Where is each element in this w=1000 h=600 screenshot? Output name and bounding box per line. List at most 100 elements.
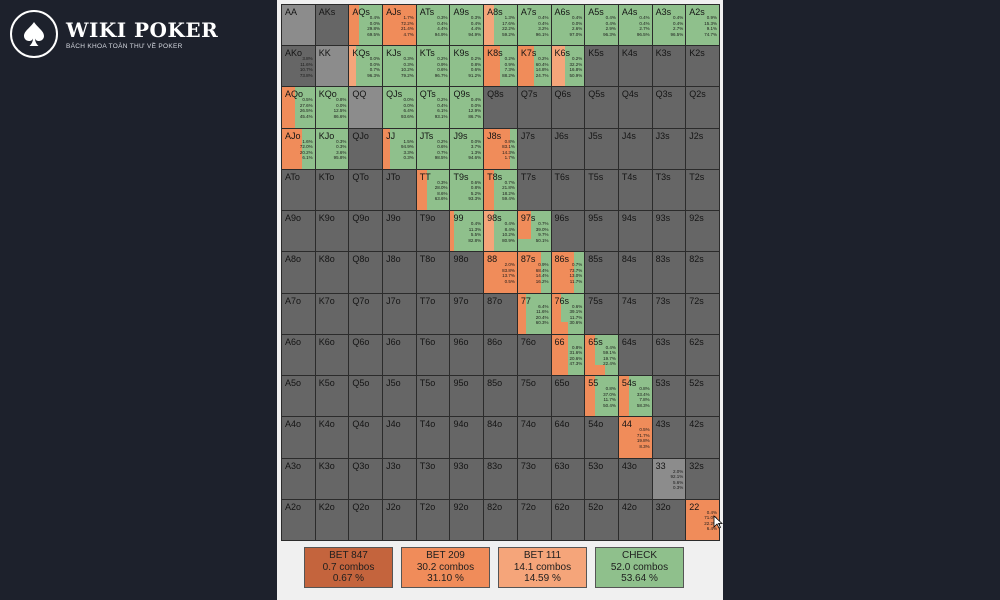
hand-cell-k7s[interactable]: K7s 0.2% 60.4% 14.8% 24.7% [517, 46, 551, 87]
hand-cell-65s[interactable]: 65s 0.4% 59.1% 19.7% 22.4% [585, 334, 618, 376]
hand-cell-94o[interactable]: 94o [450, 417, 484, 458]
hand-cell-76o[interactable]: 76o [517, 334, 551, 376]
hand-cell-k2o[interactable]: K2o [315, 499, 349, 540]
hand-cell-t7s[interactable]: T7s [517, 169, 551, 211]
hand-cell-a9o[interactable]: A9o [282, 211, 315, 252]
hand-cell-92s[interactable]: 92s [686, 211, 719, 252]
hand-cell-87o[interactable]: 87o [484, 293, 517, 334]
hand-cell-qts[interactable]: QTs 0.2% 0.4% 6.1% 93.1% [416, 87, 450, 128]
hand-cell-k4o[interactable]: K4o [315, 417, 349, 458]
hand-cell-52s[interactable]: 52s [686, 376, 719, 417]
hand-cell-aa[interactable]: AA [282, 5, 315, 46]
hand-cell-j8o[interactable]: J8o [383, 252, 416, 293]
hand-cell-54s[interactable]: 54s 0.8% 33.4% 7.8% 58.3% [618, 376, 652, 417]
hand-cell-ajo[interactable]: AJo 1.6% 72.0% 20.2% 6.1% [282, 128, 315, 169]
hand-cell-t4o[interactable]: T4o [416, 417, 450, 458]
hand-cell-ato[interactable]: ATo [282, 169, 315, 211]
hand-cell-43o[interactable]: 43o [618, 458, 652, 499]
hand-cell-q9o[interactable]: Q9o [349, 211, 383, 252]
hand-cell-t6s[interactable]: T6s [551, 169, 585, 211]
hand-cell-kk[interactable]: KK [315, 46, 349, 87]
hand-cell-a9s[interactable]: A9s 0.3% 0.4% 4.4% 94.9% [450, 5, 484, 46]
hand-cell-ajs[interactable]: AJs 1.7% 72.2% 21.4% 4.7% [383, 5, 416, 46]
hand-cell-a6o[interactable]: A6o [282, 334, 315, 376]
hand-cell-65o[interactable]: 65o [551, 376, 585, 417]
hand-cell-76s[interactable]: 76s 0.6% 39.1% 11.7% 30.6% [551, 293, 585, 334]
hand-cell-96s[interactable]: 96s [551, 211, 585, 252]
hand-cell-44[interactable]: 44 0.5% 71.7% 19.8% 8.3% [618, 417, 652, 458]
hand-cell-kqs[interactable]: KQs 0.0% 0.0% 0.7% 96.3% [349, 46, 383, 87]
hand-cell-t7o[interactable]: T7o [416, 293, 450, 334]
hand-cell-j4o[interactable]: J4o [383, 417, 416, 458]
hand-cell-aks[interactable]: AKs [315, 5, 349, 46]
hand-cell-j4s[interactable]: J4s [618, 128, 652, 169]
hand-cell-t2o[interactable]: T2o [416, 499, 450, 540]
hand-cell-75o[interactable]: 75o [517, 376, 551, 417]
hand-cell-q7o[interactable]: Q7o [349, 293, 383, 334]
hand-cell-82s[interactable]: 82s [686, 252, 719, 293]
hand-cell-jto[interactable]: JTo [383, 169, 416, 211]
hand-cell-t4s[interactable]: T4s [618, 169, 652, 211]
hand-cell-t9s[interactable]: T9s 0.6% 0.8% 5.2% 93.3% [450, 169, 484, 211]
hand-cell-k9s[interactable]: K9s 0.2% 0.8% 0.6% 91.2% [450, 46, 484, 87]
hand-cell-q8o[interactable]: Q8o [349, 252, 383, 293]
hand-cell-84s[interactable]: 84s [618, 252, 652, 293]
hand-cell-a6s[interactable]: A6s 0.4% 0.0% 2.6% 97.0% [551, 5, 585, 46]
hand-cell-q7s[interactable]: Q7s [517, 87, 551, 128]
hand-cell-a4s[interactable]: A4s 0.4% 0.4% 2.7% 96.5% [618, 5, 652, 46]
hand-cell-72s[interactable]: 72s [686, 293, 719, 334]
hand-cell-32s[interactable]: 32s [686, 458, 719, 499]
hand-cell-k6s[interactable]: K6s 0.2% 32.2% 16.8% 50.9% [551, 46, 585, 87]
hand-cell-98s[interactable]: 98s 0.4% 8.4% 10.2% 80.9% [484, 211, 517, 252]
hand-cell-a2s[interactable]: A2s 0.9% 15.3% 9.1% 74.7% [686, 5, 719, 46]
hand-cell-83o[interactable]: 83o [484, 458, 517, 499]
legend-check[interactable]: CHECK 52.0 combos 53.64 % [595, 547, 684, 588]
hand-cell-j7o[interactable]: J7o [383, 293, 416, 334]
legend-bet-209[interactable]: BET 209 30.2 combos 31.10 % [401, 547, 490, 588]
hand-cell-j9s[interactable]: J9s 0.0% 3.7% 1.3% 94.6% [450, 128, 484, 169]
hand-cell-99[interactable]: 99 0.4% 11.3% 5.5% 82.8% [450, 211, 484, 252]
hand-cell-kjs[interactable]: KJs 0.3% 0.3% 10.2% 79.2% [383, 46, 416, 87]
hand-cell-97o[interactable]: 97o [450, 293, 484, 334]
hand-cell-a7s[interactable]: A7s 0.4% 0.4% 3.2% 96.1% [517, 5, 551, 46]
hand-cell-63s[interactable]: 63s [652, 334, 686, 376]
hand-cell-a3s[interactable]: A3s 0.4% 0.4% 2.7% 96.5% [652, 5, 686, 46]
hand-cell-52o[interactable]: 52o [585, 499, 618, 540]
hand-cell-62o[interactable]: 62o [551, 499, 585, 540]
hand-cell-tt[interactable]: TT 0.3% 28.0% 8.6% 63.6% [416, 169, 450, 211]
hand-cell-64s[interactable]: 64s [618, 334, 652, 376]
hand-cell-53o[interactable]: 53o [585, 458, 618, 499]
hand-cell-32o[interactable]: 32o [652, 499, 686, 540]
wiki-poker-logo[interactable]: WIKI POKER BÁCH KHOA TOÀN THƯ VỀ POKER [10, 10, 230, 58]
hand-cell-53s[interactable]: 53s [652, 376, 686, 417]
hand-cell-93o[interactable]: 93o [450, 458, 484, 499]
hand-cell-k6o[interactable]: K6o [315, 334, 349, 376]
hand-cell-kjo[interactable]: KJo 0.3% 0.3% 3.6% 95.8% [315, 128, 349, 169]
hand-cell-42o[interactable]: 42o [618, 499, 652, 540]
hand-cell-k7o[interactable]: K7o [315, 293, 349, 334]
hand-cell-k8s[interactable]: K8s 0.2% 0.9% 7.3% 88.2% [484, 46, 517, 87]
hand-cell-j2s[interactable]: J2s [686, 128, 719, 169]
hand-cell-84o[interactable]: 84o [484, 417, 517, 458]
hand-cell-j7s[interactable]: J7s [517, 128, 551, 169]
hand-cell-55[interactable]: 55 0.8% 37.0% 11.7% 50.4% [585, 376, 618, 417]
hand-cell-k9o[interactable]: K9o [315, 211, 349, 252]
hand-cell-73s[interactable]: 73s [652, 293, 686, 334]
hand-cell-k4s[interactable]: K4s [618, 46, 652, 87]
hand-cell-t5o[interactable]: T5o [416, 376, 450, 417]
hand-cell-j3o[interactable]: J3o [383, 458, 416, 499]
hand-cell-q6s[interactable]: Q6s [551, 87, 585, 128]
hand-cell-kqo[interactable]: KQo 0.8% 0.0% 12.5% 86.6% [315, 87, 349, 128]
hand-cell-a2o[interactable]: A2o [282, 499, 315, 540]
hand-cell-72o[interactable]: 72o [517, 499, 551, 540]
hand-cell-j2o[interactable]: J2o [383, 499, 416, 540]
hand-cell-t3s[interactable]: T3s [652, 169, 686, 211]
hand-cell-a4o[interactable]: A4o [282, 417, 315, 458]
hand-cell-86s[interactable]: 86s 0.7% 73.7% 13.0% 11.7% [551, 252, 585, 293]
hand-cell-aqs[interactable]: AQs 0.4% 0.0% 29.8% 69.5% [349, 5, 383, 46]
hand-cell-q9s[interactable]: Q9s 0.4% 0.0% 12.9% 86.7% [450, 87, 484, 128]
hand-cell-t8o[interactable]: T8o [416, 252, 450, 293]
hand-cell-j8s[interactable]: J8s 0.8% 83.1% 14.3% 1.7% [484, 128, 517, 169]
hand-cell-q6o[interactable]: Q6o [349, 334, 383, 376]
hand-cell-jts[interactable]: JTs 0.2% 0.6% 0.7% 98.5% [416, 128, 450, 169]
